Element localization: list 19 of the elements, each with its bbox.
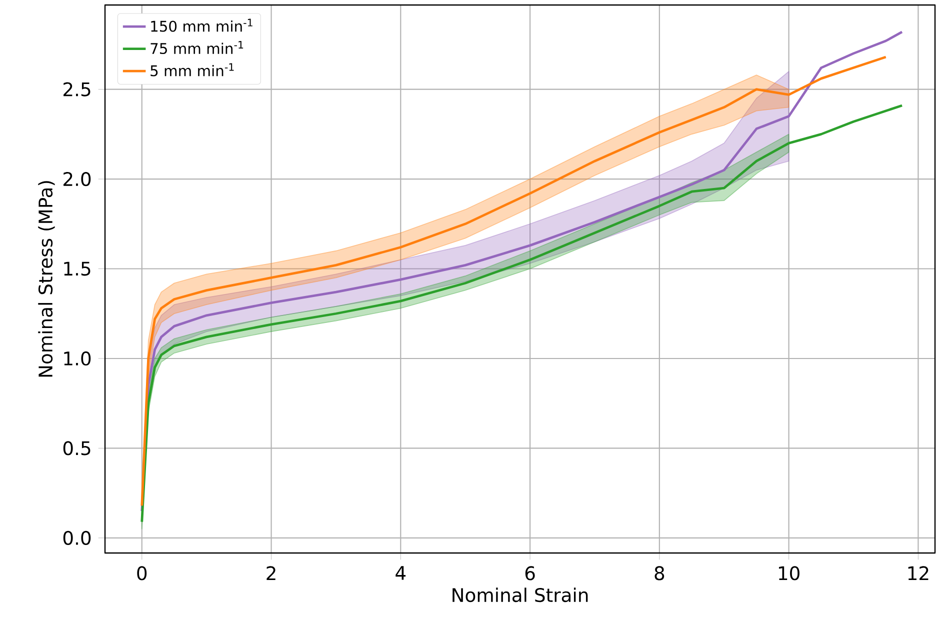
legend-label: 75 mm min$^{-1}$ [150,41,244,54]
line-series [140,104,904,523]
y-tick-label: 2.5 [64,82,90,96]
y-tick-label: 2.0 [64,172,91,186]
legend-label: 5 mm min$^{-1}$ [150,63,234,76]
legend-label: 150 mm min$^{-1}$ [151,18,252,32]
x-axis-title: Nominal Strain [452,588,588,602]
x-tick-label: 2 [266,566,276,580]
x-tick-label: 10 [778,566,800,580]
x-tick-label: 0 [137,566,147,580]
y-tick-label: 0.5 [63,441,90,456]
y-tick-label: 1.0 [64,351,91,366]
y-tick-label: 0.0 [63,530,91,545]
x-tick-label: 12 [908,566,928,580]
y-tick-label: 1.5 [64,262,90,276]
y-axis-title: Nominal Stress (MPa) [38,181,55,377]
x-tick-label: 4 [396,566,406,580]
x-tick-label: 6 [525,566,535,580]
x-tick-label: 8 [654,566,664,580]
